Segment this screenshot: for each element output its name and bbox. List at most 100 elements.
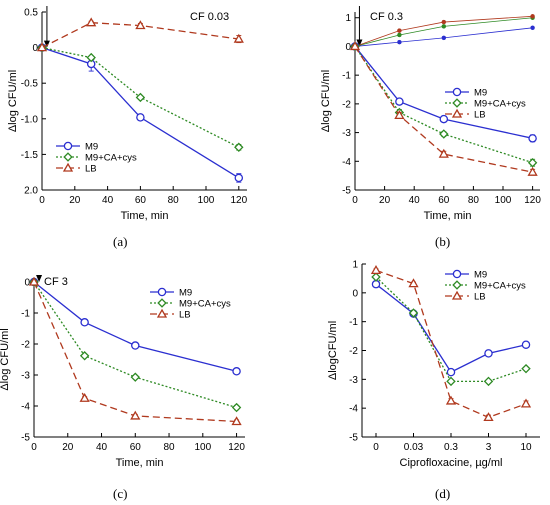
series-line xyxy=(33,281,237,409)
y-tick-label: 0 xyxy=(345,42,351,53)
data-point xyxy=(234,173,244,183)
legend-label: M9+CA+cys xyxy=(85,153,137,164)
x-tick-label: 80 xyxy=(163,442,175,453)
legend-label: M9 xyxy=(179,288,192,299)
control-point xyxy=(397,32,402,38)
legend-swatch-marker xyxy=(452,98,462,108)
y-tick-label: -0.5 xyxy=(21,79,39,90)
x-tick-label: 3 xyxy=(486,442,492,453)
legend-label: M9+CA+cys xyxy=(474,281,526,292)
x-tick-label: 120 xyxy=(228,442,245,453)
legend-swatch-marker xyxy=(156,308,168,318)
legend-swatch-marker xyxy=(452,87,462,97)
legend-swatch-marker xyxy=(157,287,167,297)
x-tick-label: 100 xyxy=(198,195,215,206)
x-tick-label: 0.3 xyxy=(444,442,458,453)
y-axis-title: Δlog CFU/ml xyxy=(0,328,11,390)
y-tick-label: -1.5 xyxy=(21,150,39,161)
data-point xyxy=(135,92,146,103)
x-tick-label: 40 xyxy=(96,442,108,453)
legend-swatch-marker xyxy=(452,269,462,279)
series-line xyxy=(354,46,533,139)
panel-title: CF 3 xyxy=(44,276,68,288)
data-point xyxy=(86,17,97,27)
x-tick-label: 60 xyxy=(438,195,450,206)
control-line xyxy=(354,17,533,47)
data-point xyxy=(521,340,531,349)
data-point xyxy=(135,20,146,30)
x-tick-label: 100 xyxy=(194,442,211,453)
legend-label: M9+CA+cys xyxy=(179,299,231,310)
legend-swatch-marker xyxy=(63,141,73,151)
y-axis-title: Δlog CFU/ml xyxy=(7,70,19,132)
legend-swatch-marker xyxy=(62,162,74,172)
legend-label: LB xyxy=(474,110,486,121)
data-point xyxy=(349,41,361,51)
series-line xyxy=(33,281,237,423)
y-axis-title: ΔlogCFU/ml xyxy=(327,321,339,380)
y-tick-label: -1.0 xyxy=(21,114,39,125)
x-tick-label: 80 xyxy=(468,195,480,206)
data-point xyxy=(439,114,449,124)
x-tick-label: 60 xyxy=(130,442,142,453)
y-tick-label: -5 xyxy=(342,186,351,197)
y-tick-label: 1 xyxy=(345,13,351,24)
data-point xyxy=(438,148,449,158)
data-point xyxy=(131,341,140,350)
addition-arrow-head xyxy=(36,275,43,282)
data-point xyxy=(370,265,382,274)
y-tick-label: 2.0 xyxy=(24,186,38,197)
series-line xyxy=(33,281,237,372)
y-tick-label: 0 xyxy=(24,278,30,289)
control-line xyxy=(354,27,533,47)
data-point xyxy=(408,278,419,288)
data-point xyxy=(527,158,538,168)
data-point xyxy=(28,276,40,286)
panel-letter: (a) xyxy=(113,234,127,249)
y-tick-label: -2 xyxy=(342,99,351,110)
y-axis-title: Δlog CFU/ml xyxy=(320,70,332,132)
data-point xyxy=(232,367,241,376)
x-axis-title: Time, min xyxy=(121,210,169,222)
y-tick-label: -2 xyxy=(21,340,30,351)
panel-letter: (c) xyxy=(113,486,127,501)
data-point xyxy=(445,395,457,405)
y-tick-label: -3 xyxy=(21,371,30,382)
x-tick-label: 100 xyxy=(495,195,512,206)
data-point xyxy=(371,272,381,282)
series-line xyxy=(41,22,239,49)
x-tick-label: 80 xyxy=(168,195,180,206)
x-tick-label: 10 xyxy=(520,442,532,453)
x-tick-label: 120 xyxy=(524,195,541,206)
data-point xyxy=(484,349,493,358)
series-line xyxy=(41,46,240,179)
data-point xyxy=(527,166,538,176)
data-point xyxy=(446,376,456,387)
y-tick-label: -4 xyxy=(349,404,358,415)
y-tick-label: -3 xyxy=(342,128,351,139)
control-point xyxy=(441,19,447,25)
legend-swatch-marker xyxy=(451,108,463,118)
y-tick-label: -5 xyxy=(349,433,358,444)
legend-label: LB xyxy=(179,310,191,321)
data-point xyxy=(80,318,89,327)
y-tick-label: -4 xyxy=(21,402,30,413)
legend-label: M9 xyxy=(474,270,487,281)
x-axis-title: Time, min xyxy=(424,210,472,222)
x-tick-label: 40 xyxy=(102,195,114,206)
data-point xyxy=(521,363,531,374)
series-line xyxy=(375,276,527,383)
data-point xyxy=(395,97,404,106)
y-tick-label: -1 xyxy=(349,317,358,328)
y-tick-label: -4 xyxy=(342,157,351,168)
data-point xyxy=(394,110,405,120)
y-tick-label: -3 xyxy=(349,375,358,386)
control-point xyxy=(530,14,535,19)
control-point xyxy=(397,39,402,45)
series-line xyxy=(354,46,533,164)
panel-1: 0.50-0.5-1.0-1.52.00 20 40 60 80 100 120Time, … xyxy=(7,6,248,249)
